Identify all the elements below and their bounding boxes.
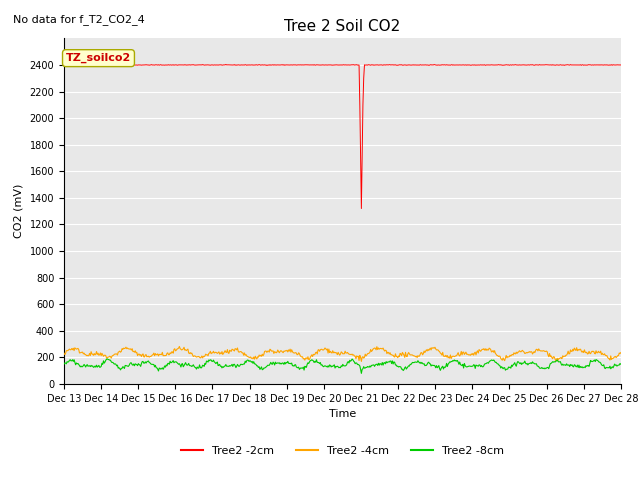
- Text: No data for f_T2_CO2_4: No data for f_T2_CO2_4: [13, 14, 145, 25]
- Y-axis label: CO2 (mV): CO2 (mV): [14, 184, 24, 239]
- Legend: Tree2 -2cm, Tree2 -4cm, Tree2 -8cm: Tree2 -2cm, Tree2 -4cm, Tree2 -8cm: [176, 442, 509, 460]
- X-axis label: Time: Time: [329, 409, 356, 419]
- Title: Tree 2 Soil CO2: Tree 2 Soil CO2: [284, 20, 401, 35]
- Text: TZ_soilco2: TZ_soilco2: [66, 53, 131, 63]
